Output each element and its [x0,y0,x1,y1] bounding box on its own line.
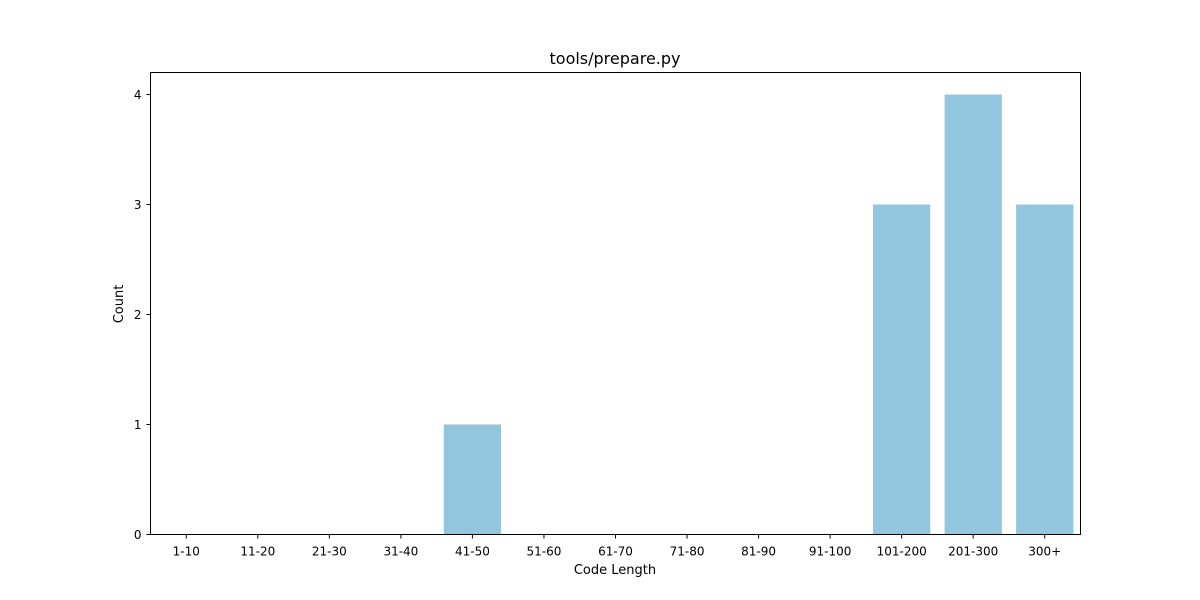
y-tick-label: 4 [134,88,142,102]
plot-area-frame [150,72,1081,535]
x-tick-label: 41-50 [455,545,490,559]
y-tick-label: 3 [134,198,142,212]
chart-title: tools/prepare.py [550,49,681,68]
bar-41-50 [443,424,502,535]
x-tick-label: 51-60 [527,545,562,559]
x-tick-label: 31-40 [383,545,418,559]
bar-201-300 [944,94,1002,535]
x-tick-label: 101-200 [877,545,927,559]
x-tick-label: 11-20 [240,545,275,559]
x-tick-label: 201-300 [948,545,998,559]
x-axis-label: Code Length [574,563,656,578]
bar-300+ [1016,204,1074,535]
x-tick-label: 1-10 [173,545,200,559]
x-axis: 1-10 11-20 21-30 31-40 41-50 51-60 61-70 71-80 8… [173,534,1061,559]
y-axis: 0 1 2 3 4 [134,88,151,542]
x-tick-label: 61-70 [598,545,633,559]
y-axis-label: Count [112,285,127,324]
bar-101-200 [873,204,931,535]
x-tick-label: 21-30 [312,545,347,559]
x-tick-label: 300+ [1028,545,1061,559]
y-tick-label: 2 [134,308,142,322]
bars-layer [443,94,1074,535]
x-tick-label: 81-90 [741,545,776,559]
x-tick-label: 71-80 [670,545,705,559]
y-tick-label: 0 [134,528,142,542]
x-tick-label: 91-100 [809,545,852,559]
y-tick-label: 1 [134,418,142,432]
